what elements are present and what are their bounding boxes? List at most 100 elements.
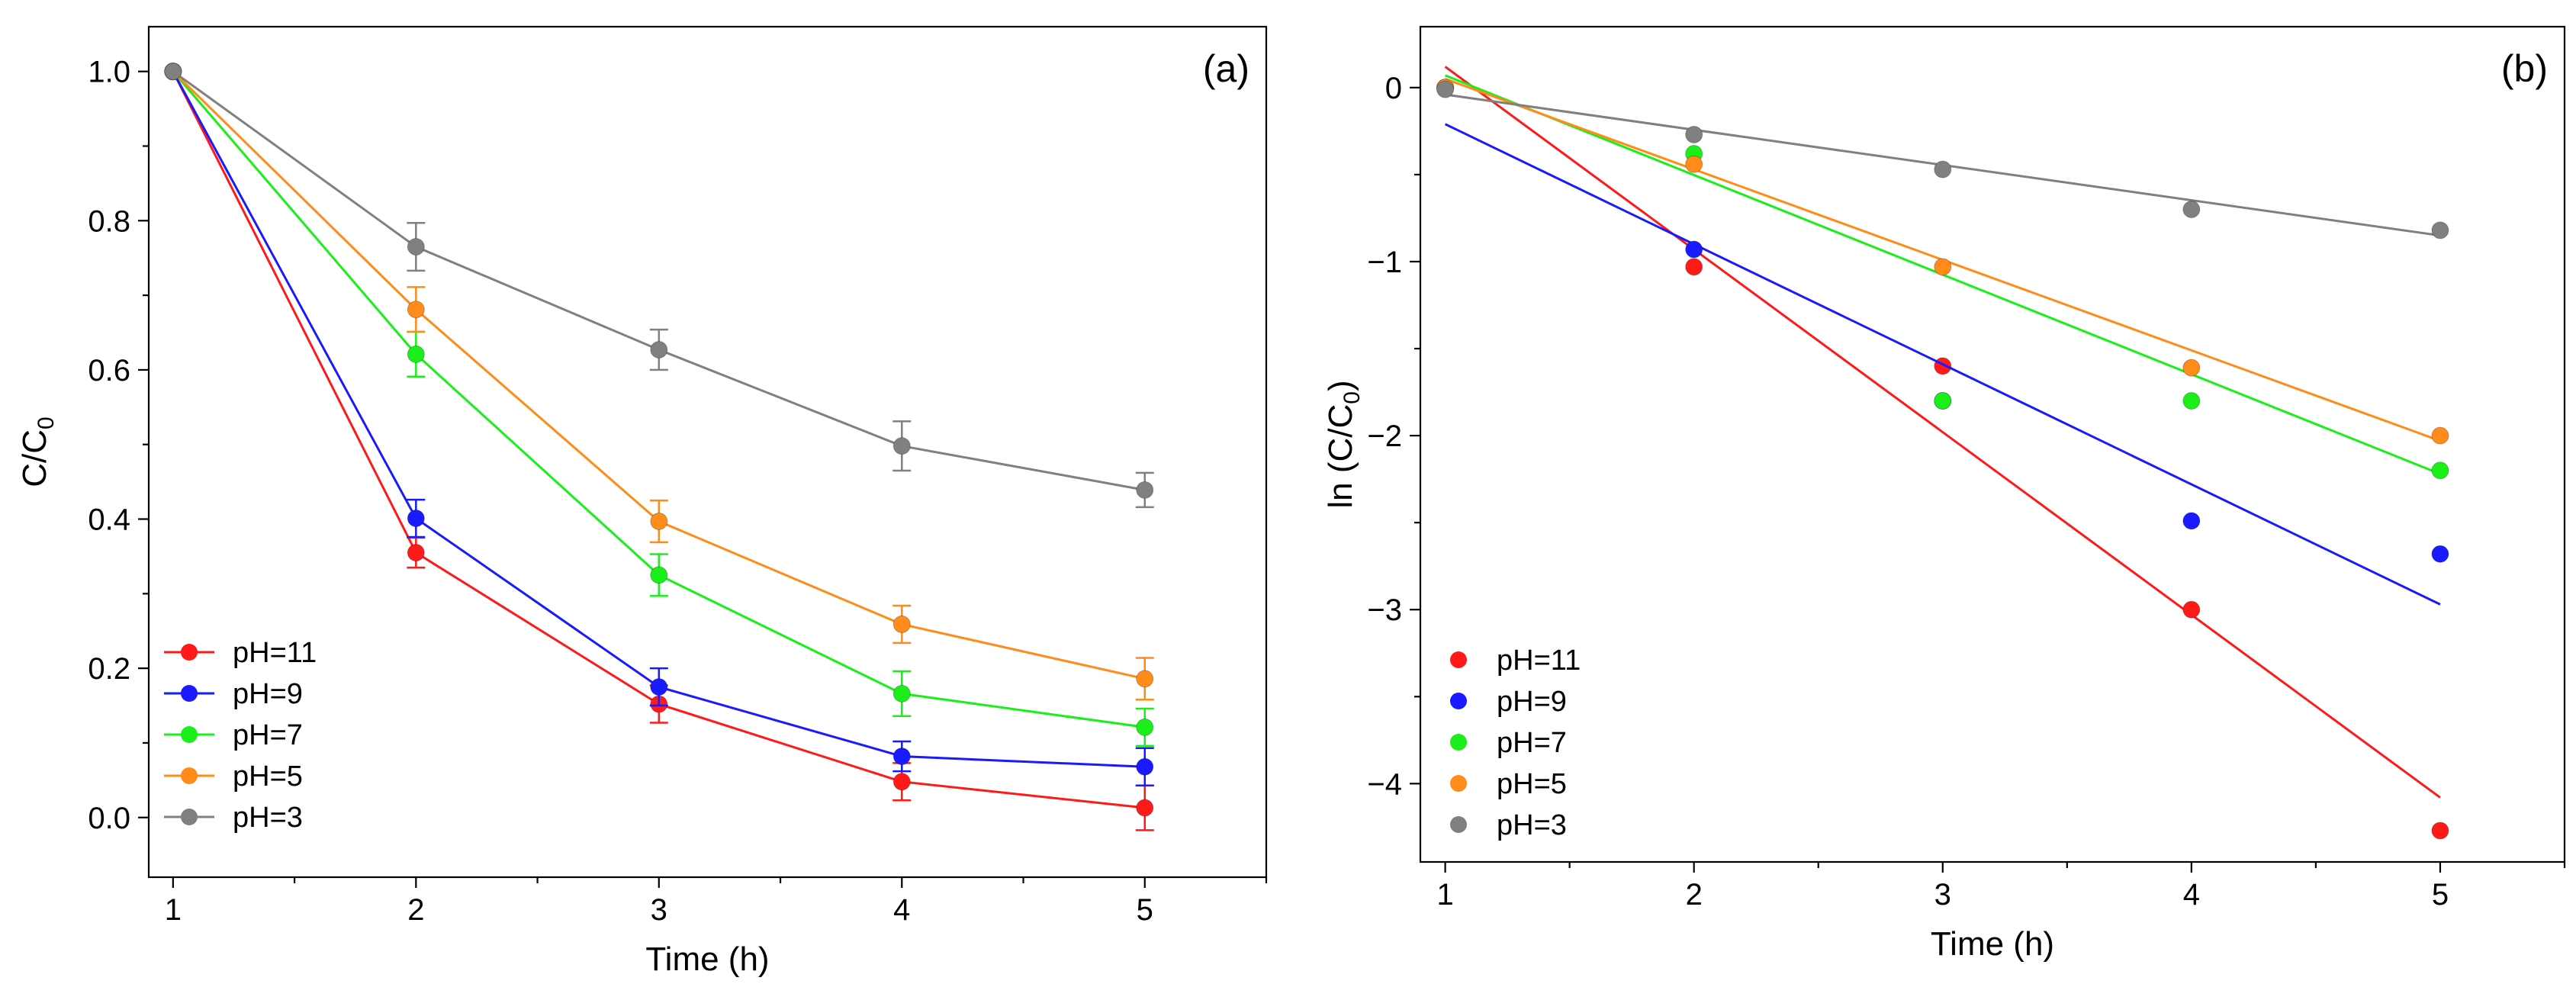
- series-pH-5: [164, 63, 1154, 701]
- data-point: [1136, 799, 1154, 817]
- legend-label: pH=5: [1497, 768, 1567, 800]
- data-point: [407, 544, 425, 562]
- series-pH-11: [164, 63, 1154, 831]
- data-point: [407, 345, 425, 363]
- data-point: [2431, 822, 2449, 840]
- data-point: [892, 437, 911, 455]
- x-tick-label: 3: [651, 893, 667, 927]
- series-pH-9: [1436, 79, 2449, 606]
- series-pH-9: [164, 63, 1154, 786]
- y-tick-label: −1: [1367, 246, 1402, 279]
- data-point: [650, 512, 668, 530]
- legend-label: pH=9: [1497, 686, 1567, 718]
- y-tick-label: −3: [1367, 593, 1402, 627]
- series-pH-11: [1436, 66, 2449, 840]
- data-point: [1436, 80, 1455, 98]
- data-point: [2182, 359, 2201, 377]
- series-line: [172, 70, 1146, 491]
- plot-frame: [147, 25, 1268, 879]
- y-tick-label: 1.0: [88, 56, 130, 89]
- x-tick-label: 2: [407, 893, 424, 927]
- y-tick-label: 0.2: [88, 652, 130, 686]
- series-pH-7: [1436, 74, 2449, 480]
- data-point: [892, 748, 911, 766]
- y-tick-label: −4: [1367, 767, 1402, 801]
- data-point: [2182, 600, 2201, 619]
- legend-label: pH=3: [233, 802, 303, 834]
- x-tick-label: 2: [1686, 878, 1703, 912]
- plot-frame: [1419, 25, 2566, 863]
- panel-label: (b): [2501, 47, 2548, 90]
- legend: pH=11 pH=9 pH=7 pH=5 pH=3: [164, 637, 317, 834]
- data-point: [892, 684, 911, 703]
- data-point: [407, 510, 425, 528]
- data-point: [892, 615, 911, 633]
- x-tick-label: 5: [2432, 878, 2449, 912]
- legend-label: pH=3: [1497, 809, 1567, 841]
- x-axis-title: Time (h): [1931, 925, 2054, 963]
- legend-marker: [1450, 693, 1467, 709]
- legend-label: pH=9: [233, 678, 303, 710]
- legend-marker: [181, 685, 198, 702]
- data-point: [1136, 670, 1154, 688]
- y-tick-label: 0.8: [88, 204, 130, 238]
- x-tick-label: 4: [893, 893, 910, 927]
- panel-a-degradation-chart: 1 2 3 4 5 0.0 0.2 0.4 0.6 0.8 1.0 Time (h) C/C0 (a) pH…: [16, 25, 1268, 978]
- data-point: [407, 301, 425, 319]
- legend-label: pH=7: [233, 719, 303, 751]
- x-tick-label: 3: [1934, 878, 1951, 912]
- data-point: [407, 238, 425, 256]
- x-tick-label: 4: [2183, 878, 2200, 912]
- series-pH-3: [164, 63, 1154, 509]
- data-point: [1136, 757, 1154, 776]
- y-axis-title-end: ): [1322, 380, 1359, 391]
- data-point: [1934, 160, 1952, 178]
- data-point: [1685, 240, 1703, 259]
- x-tick-label: 1: [1436, 878, 1453, 912]
- y-tick-label: 0.4: [88, 503, 130, 537]
- y-tick-label: 0.0: [88, 802, 130, 835]
- data-point: [2182, 201, 2201, 219]
- data-point: [2431, 461, 2449, 480]
- data-point: [2431, 426, 2449, 445]
- series-line: [172, 70, 1145, 728]
- data-point: [892, 773, 911, 791]
- x-tick-label: 5: [1137, 893, 1153, 927]
- legend-marker: [181, 726, 198, 743]
- legend-marker: [181, 767, 198, 784]
- y-axis-title-subscript: 0: [1339, 391, 1365, 404]
- data-point: [1136, 718, 1154, 736]
- data-point: [1685, 258, 1703, 276]
- data-point: [1136, 481, 1154, 499]
- y-axis-title: C/C0: [16, 416, 59, 487]
- data-point: [1934, 258, 1952, 276]
- data-point: [650, 341, 668, 359]
- fit-line: [1444, 123, 2441, 606]
- legend-label: pH=7: [1497, 727, 1567, 759]
- panel-label: (a): [1203, 47, 1249, 90]
- legend-marker: [1450, 734, 1467, 751]
- data-point: [1685, 125, 1703, 143]
- legend-marker: [1450, 775, 1467, 792]
- data-point: [1934, 391, 1952, 410]
- y-axis-title-subscript: 0: [34, 416, 59, 429]
- data-point: [164, 63, 182, 81]
- data-point: [650, 678, 668, 696]
- fit-line: [1444, 66, 2441, 799]
- data-point: [2431, 545, 2449, 563]
- y-tick-label: −2: [1367, 420, 1402, 453]
- legend-label: pH=11: [1497, 645, 1581, 677]
- data-point: [1685, 155, 1703, 173]
- legend-marker: [181, 644, 198, 661]
- series-pH-3: [1436, 80, 2449, 240]
- legend: pH=11 pH=9 pH=7 pH=5 pH=3: [1450, 645, 1581, 841]
- data-point: [2182, 391, 2201, 410]
- legend-marker: [1450, 816, 1467, 833]
- data-point: [650, 566, 668, 584]
- data-point: [2182, 512, 2201, 530]
- y-tick-label: 0: [1385, 72, 1402, 105]
- y-axis-title-main: C/C: [16, 429, 53, 487]
- y-axis-title: ln (C/C0): [1322, 380, 1365, 508]
